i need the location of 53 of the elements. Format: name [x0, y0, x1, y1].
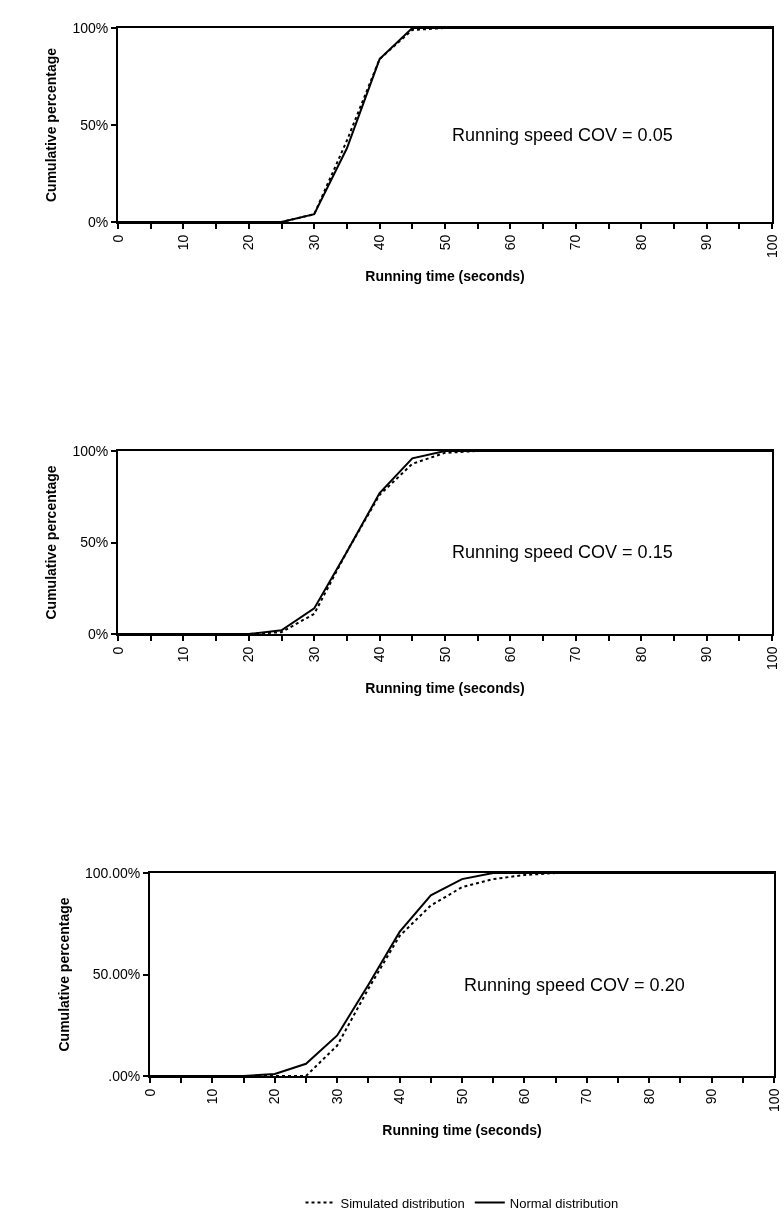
- x-tick-label: 30: [305, 646, 322, 663]
- y-tick-label: 100.00%: [84, 864, 141, 881]
- x-tick-label: 10: [174, 646, 191, 663]
- x-tick-label: 30: [328, 1088, 345, 1105]
- x-tick-label: 40: [391, 1088, 408, 1105]
- x-tick-label: 60: [515, 1088, 532, 1105]
- x-tick-label: 50: [436, 234, 453, 251]
- x-tick-label: 0: [109, 646, 126, 655]
- x-tick-label: 50: [453, 1088, 470, 1105]
- x-tick-label: 40: [371, 234, 388, 251]
- y-axis-title: Cumulative percentage: [56, 897, 73, 1052]
- x-tick-label: 80: [640, 1088, 657, 1105]
- x-tick-label: 0: [109, 234, 126, 243]
- x-axis-title: Running time (seconds): [382, 1121, 542, 1138]
- x-tick-label: 0: [141, 1088, 158, 1097]
- legend-label: Normal distribution: [509, 1195, 619, 1211]
- x-tick-label: 10: [203, 1088, 220, 1105]
- annotation: Running speed COV = 0.15: [452, 542, 673, 562]
- x-tick-label: 20: [240, 234, 257, 251]
- x-tick-label: 20: [266, 1088, 283, 1105]
- annotation: Running speed COV = 0.20: [464, 975, 685, 995]
- y-tick-label: 50%: [80, 534, 109, 551]
- x-tick-label: 60: [501, 234, 518, 251]
- x-tick-label: 40: [371, 646, 388, 663]
- x-tick-label: 10: [174, 234, 191, 251]
- x-axis-title: Running time (seconds): [365, 679, 525, 696]
- annotation: Running speed COV = 0.05: [452, 125, 673, 145]
- y-tick-label: 0%: [87, 213, 109, 230]
- x-tick-label: 100: [765, 1088, 782, 1112]
- y-tick-label: .00%: [108, 1067, 141, 1084]
- y-tick-label: 0%: [87, 625, 109, 642]
- x-tick-label: 70: [567, 234, 584, 251]
- x-tick-label: 90: [698, 646, 715, 663]
- x-tick-label: 100: [763, 234, 780, 258]
- legend-label: Simulated distribution: [340, 1195, 465, 1211]
- y-tick-label: 50%: [80, 116, 109, 133]
- x-tick-label: 100: [763, 646, 780, 670]
- x-tick-label: 60: [501, 646, 518, 663]
- y-tick-label: 100%: [72, 442, 109, 459]
- x-tick-label: 30: [305, 234, 322, 251]
- x-tick-label: 50: [436, 646, 453, 663]
- y-axis-title: Cumulative percentage: [43, 47, 60, 203]
- x-tick-label: 70: [578, 1088, 595, 1105]
- x-tick-label: 90: [698, 234, 715, 251]
- y-axis-title: Cumulative percentage: [43, 465, 60, 620]
- x-tick-label: 70: [567, 646, 584, 663]
- x-axis-title: Running time (seconds): [365, 267, 525, 284]
- y-tick-label: 100%: [72, 19, 109, 36]
- x-tick-label: 20: [240, 646, 257, 663]
- x-tick-label: 80: [632, 234, 649, 251]
- x-tick-label: 90: [703, 1088, 720, 1105]
- x-tick-label: 80: [632, 646, 649, 663]
- y-tick-label: 50.00%: [92, 966, 141, 983]
